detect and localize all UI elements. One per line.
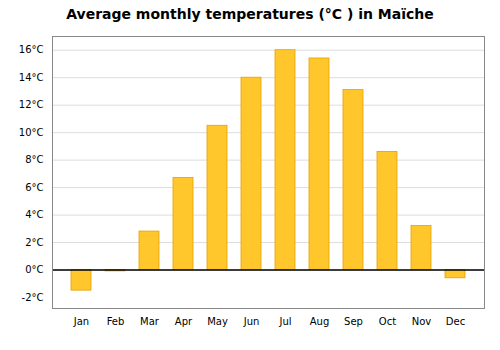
svg-text:8°C: 8°C <box>25 154 43 165</box>
svg-text:Nov: Nov <box>412 316 432 327</box>
svg-text:Oct: Oct <box>379 316 396 327</box>
svg-text:Jul: Jul <box>278 316 291 327</box>
svg-text:10°C: 10°C <box>19 127 44 138</box>
svg-text:Mar: Mar <box>140 316 160 327</box>
svg-text:Dec: Dec <box>446 316 465 327</box>
html-text:Average monthly temperatures (: Average monthly temperatures (°C ) in Ma… <box>66 6 434 22</box>
svg-text:2°C: 2°C <box>25 237 43 248</box>
svg-text:Apr: Apr <box>175 316 193 327</box>
svg-text:12°C: 12°C <box>19 99 44 110</box>
svg-text:Sep: Sep <box>344 316 363 327</box>
svg-text:Jun: Jun <box>243 316 260 327</box>
svg-text:6°C: 6°C <box>25 182 43 193</box>
svg-text:-2°C: -2°C <box>22 292 44 303</box>
svg-text:Jan: Jan <box>73 316 89 327</box>
svg-text:0°C: 0°C <box>25 264 43 275</box>
svg-text:Feb: Feb <box>107 316 125 327</box>
svg-text:16°C: 16°C <box>19 44 44 55</box>
svg-text:Aug: Aug <box>310 316 330 327</box>
svg-text:14°C: 14°C <box>19 72 44 83</box>
svg-text:4°C: 4°C <box>25 209 43 220</box>
svg-text:May: May <box>207 316 228 327</box>
